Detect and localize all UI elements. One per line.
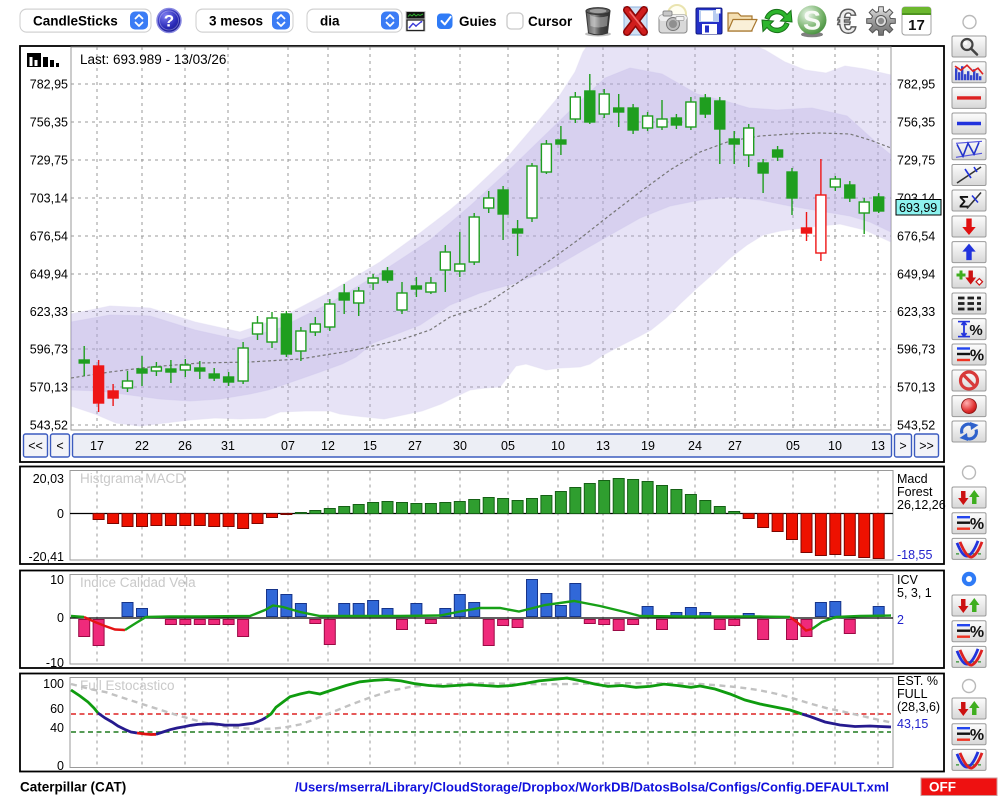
svg-text:Caterpillar (CAT): Caterpillar (CAT) — [20, 780, 126, 795]
svg-text:?: ? — [164, 12, 174, 31]
svg-text:10: 10 — [50, 573, 64, 587]
svg-text:543,52: 543,52 — [897, 419, 935, 433]
svg-text:22: 22 — [135, 439, 149, 453]
svg-text:%: % — [970, 727, 984, 744]
svg-text:570,13: 570,13 — [30, 381, 68, 395]
svg-text:%: % — [970, 516, 984, 533]
svg-text:26: 26 — [178, 439, 192, 453]
svg-text:756,35: 756,35 — [30, 116, 68, 130]
svg-text:-18,55: -18,55 — [897, 548, 932, 562]
svg-text:17: 17 — [908, 17, 925, 34]
svg-text:623,33: 623,33 — [897, 305, 935, 319]
svg-text:24: 24 — [688, 439, 702, 453]
svg-text:40: 40 — [50, 721, 64, 735]
svg-text:17: 17 — [90, 439, 104, 453]
svg-text:100: 100 — [43, 677, 64, 691]
svg-text:0: 0 — [57, 759, 64, 773]
svg-text:CandleSticks: CandleSticks — [33, 14, 118, 29]
svg-text:676,54: 676,54 — [897, 230, 935, 244]
svg-text:703,14: 703,14 — [30, 192, 68, 206]
svg-text:Indice Calidad Vela: Indice Calidad Vela — [80, 575, 196, 590]
svg-text:Last: 693.989 - 13/03/26: Last: 693.989 - 13/03/26 — [80, 52, 226, 67]
svg-text:<<: << — [28, 439, 43, 453]
svg-text:Macd: Macd — [897, 472, 928, 486]
svg-text:-20,41: -20,41 — [29, 550, 64, 564]
svg-text:12: 12 — [321, 439, 335, 453]
svg-text:782,95: 782,95 — [897, 78, 935, 92]
svg-text:OFF: OFF — [929, 780, 956, 795]
svg-text:Full Estocastico: Full Estocastico — [80, 678, 175, 693]
svg-text:30: 30 — [453, 439, 467, 453]
svg-text:Guies: Guies — [459, 14, 497, 29]
svg-text:596,73: 596,73 — [30, 343, 68, 357]
svg-text:05: 05 — [501, 439, 515, 453]
svg-text:543,52: 543,52 — [30, 419, 68, 433]
svg-text:0: 0 — [57, 507, 64, 521]
svg-text:Forest: Forest — [897, 485, 933, 499]
svg-text:Σ: Σ — [959, 193, 969, 212]
svg-text:20,03: 20,03 — [33, 472, 64, 486]
svg-text:%: % — [969, 322, 982, 339]
svg-text:729,75: 729,75 — [897, 154, 935, 168]
svg-text:Histgrama MACD: Histgrama MACD — [80, 471, 185, 486]
svg-text:570,13: 570,13 — [897, 381, 935, 395]
svg-text:676,54: 676,54 — [30, 230, 68, 244]
svg-text:10: 10 — [551, 439, 565, 453]
svg-text:15: 15 — [363, 439, 377, 453]
svg-text:649,94: 649,94 — [30, 268, 68, 282]
svg-text:3 mesos: 3 mesos — [209, 14, 263, 29]
svg-text:-10: -10 — [46, 656, 64, 670]
svg-text:729,75: 729,75 — [30, 154, 68, 168]
svg-text:782,95: 782,95 — [30, 78, 68, 92]
svg-text:FULL: FULL — [897, 687, 928, 701]
svg-text:27: 27 — [408, 439, 422, 453]
svg-text:dia: dia — [320, 14, 340, 29]
svg-text:ICV: ICV — [897, 573, 919, 587]
svg-text:26,12,26: 26,12,26 — [897, 498, 946, 512]
svg-text:31: 31 — [221, 439, 235, 453]
svg-text:13: 13 — [871, 439, 885, 453]
svg-text:<: < — [56, 439, 63, 453]
svg-text:2: 2 — [897, 613, 904, 627]
svg-text:/Users/mserra/Library/CloudSto: /Users/mserra/Library/CloudStorage/Dropb… — [295, 780, 889, 795]
svg-text:60: 60 — [50, 702, 64, 716]
svg-text:07: 07 — [281, 439, 295, 453]
svg-text:596,73: 596,73 — [897, 343, 935, 357]
svg-text:S: S — [803, 6, 821, 36]
svg-text:693,99: 693,99 — [899, 201, 937, 215]
svg-text:13: 13 — [596, 439, 610, 453]
svg-text:10: 10 — [828, 439, 842, 453]
svg-text:27: 27 — [728, 439, 742, 453]
svg-text:>>: >> — [919, 439, 934, 453]
svg-text:>: > — [899, 439, 906, 453]
svg-text:EST. %: EST. % — [897, 674, 938, 688]
svg-text:Cursor: Cursor — [528, 14, 573, 29]
svg-text:%: % — [970, 348, 984, 365]
svg-text:649,94: 649,94 — [897, 268, 935, 282]
svg-text:43,15: 43,15 — [897, 717, 928, 731]
svg-text:€: € — [838, 3, 857, 41]
svg-text:(28,3,6): (28,3,6) — [897, 700, 940, 714]
svg-text:756,35: 756,35 — [897, 116, 935, 130]
svg-text:05: 05 — [786, 439, 800, 453]
svg-text:5, 3, 1: 5, 3, 1 — [897, 586, 932, 600]
svg-text:623,33: 623,33 — [30, 305, 68, 319]
svg-text:0: 0 — [57, 611, 64, 625]
svg-text:19: 19 — [641, 439, 655, 453]
svg-text:%: % — [970, 624, 984, 641]
